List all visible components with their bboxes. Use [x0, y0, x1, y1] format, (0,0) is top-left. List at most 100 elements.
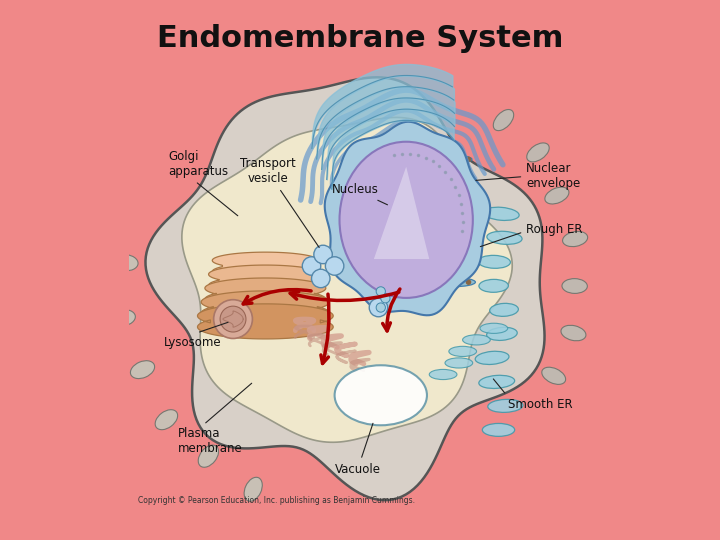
Ellipse shape [426, 155, 472, 164]
Ellipse shape [562, 231, 588, 247]
Text: Lysosome: Lysosome [163, 322, 228, 349]
Circle shape [448, 175, 452, 179]
Circle shape [430, 192, 433, 197]
Ellipse shape [462, 335, 490, 345]
Ellipse shape [244, 477, 262, 501]
Circle shape [430, 210, 433, 214]
Circle shape [448, 192, 452, 197]
Text: Nuclear
envelope: Nuclear envelope [476, 162, 580, 190]
Ellipse shape [433, 260, 480, 269]
Ellipse shape [483, 207, 519, 220]
Ellipse shape [429, 369, 457, 380]
Polygon shape [325, 122, 490, 315]
Ellipse shape [527, 143, 549, 162]
Circle shape [381, 294, 390, 303]
Text: Copyright © Pearson Education, Inc. publishing as Benjamin Cummings.: Copyright © Pearson Education, Inc. publ… [138, 496, 415, 505]
Ellipse shape [429, 207, 475, 217]
Circle shape [438, 245, 443, 249]
Ellipse shape [110, 309, 135, 326]
Circle shape [376, 303, 385, 312]
Circle shape [467, 280, 471, 284]
Circle shape [302, 256, 320, 275]
Circle shape [214, 300, 253, 339]
Text: Plasma
membrane: Plasma membrane [178, 383, 252, 455]
Circle shape [220, 306, 246, 332]
Circle shape [467, 192, 471, 197]
Circle shape [430, 175, 433, 179]
Circle shape [457, 210, 462, 214]
Text: Vacuole: Vacuole [335, 423, 381, 476]
Circle shape [467, 227, 471, 232]
Ellipse shape [433, 225, 480, 234]
Circle shape [448, 280, 452, 284]
Circle shape [438, 262, 443, 267]
Polygon shape [374, 167, 429, 259]
Polygon shape [197, 304, 333, 339]
Text: Transport
vesicle: Transport vesicle [240, 157, 319, 247]
Circle shape [467, 262, 471, 267]
Text: Nucleus: Nucleus [332, 183, 387, 205]
Circle shape [438, 192, 443, 197]
Circle shape [457, 192, 462, 197]
Ellipse shape [487, 400, 523, 413]
Ellipse shape [490, 303, 518, 316]
Ellipse shape [155, 410, 178, 430]
Polygon shape [201, 291, 330, 324]
Circle shape [369, 298, 387, 317]
Text: Smooth ER: Smooth ER [493, 379, 572, 411]
Circle shape [448, 245, 452, 249]
Ellipse shape [113, 254, 138, 271]
Circle shape [430, 157, 433, 161]
Polygon shape [182, 118, 512, 442]
Polygon shape [145, 77, 544, 500]
Circle shape [457, 280, 462, 284]
Text: Golgi
apparatus: Golgi apparatus [168, 151, 238, 216]
Ellipse shape [545, 187, 569, 204]
Circle shape [325, 256, 344, 275]
Polygon shape [205, 278, 326, 309]
Polygon shape [209, 265, 322, 295]
Ellipse shape [340, 141, 473, 298]
Polygon shape [212, 252, 318, 280]
Circle shape [457, 175, 462, 179]
Circle shape [430, 262, 433, 267]
Circle shape [438, 227, 443, 232]
Circle shape [457, 262, 462, 267]
Circle shape [467, 245, 471, 249]
Ellipse shape [480, 323, 508, 333]
Ellipse shape [198, 445, 219, 467]
Circle shape [448, 157, 452, 161]
Circle shape [438, 157, 443, 161]
Circle shape [448, 227, 452, 232]
Ellipse shape [449, 346, 477, 356]
Ellipse shape [487, 327, 517, 340]
Text: Endomembrane System: Endomembrane System [157, 24, 563, 53]
Circle shape [457, 157, 462, 161]
Ellipse shape [424, 172, 470, 181]
Ellipse shape [493, 110, 513, 131]
Circle shape [314, 245, 333, 264]
Circle shape [312, 269, 330, 288]
Text: Rough ER: Rough ER [480, 222, 582, 247]
Ellipse shape [429, 278, 475, 287]
Circle shape [438, 210, 443, 214]
Circle shape [457, 227, 462, 232]
Ellipse shape [425, 190, 471, 199]
Circle shape [467, 157, 471, 161]
Ellipse shape [479, 279, 508, 292]
Ellipse shape [487, 231, 522, 245]
Ellipse shape [482, 423, 515, 436]
Circle shape [430, 280, 433, 284]
Ellipse shape [562, 279, 588, 293]
Circle shape [448, 262, 452, 267]
Ellipse shape [561, 325, 586, 341]
Circle shape [438, 280, 443, 284]
Circle shape [467, 210, 471, 214]
Circle shape [430, 227, 433, 232]
Circle shape [376, 287, 385, 296]
Circle shape [448, 210, 452, 214]
Circle shape [438, 175, 443, 179]
Circle shape [467, 175, 471, 179]
Ellipse shape [475, 351, 509, 364]
Ellipse shape [479, 375, 515, 388]
